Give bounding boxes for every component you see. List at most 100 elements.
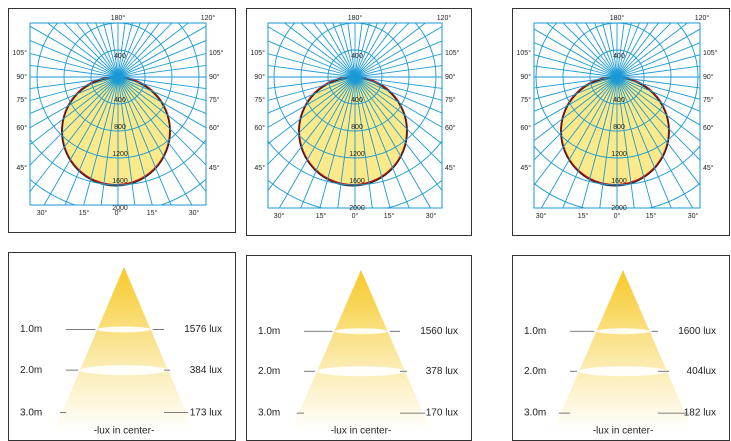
grid-ray xyxy=(30,76,119,114)
angle-label: 15° xyxy=(79,209,90,217)
grid-ray xyxy=(117,23,150,78)
grid-ray xyxy=(117,76,206,193)
grid-ray xyxy=(616,54,700,78)
grid-ray xyxy=(616,23,672,78)
angle-label: 45° xyxy=(520,164,531,172)
radial-label: 1200 xyxy=(112,151,128,158)
grid-ray xyxy=(83,76,119,205)
polar-diagram: 180° 120° 105° 105° 90° 90° 75° 75° 60° 60° 45° 45°… xyxy=(512,8,730,236)
light-ring xyxy=(97,326,151,333)
grid-ray xyxy=(616,76,694,208)
radial-label: 400 xyxy=(351,53,363,60)
grid-ray xyxy=(30,64,119,78)
grid-ray xyxy=(354,23,410,78)
panel-border xyxy=(8,8,236,233)
lux-label: 378 lux xyxy=(426,366,458,377)
radial-label: 400 xyxy=(114,53,126,60)
angle-label: 105° xyxy=(209,49,224,57)
angle-label: 75° xyxy=(254,96,265,104)
light-ring xyxy=(79,365,169,376)
angle-label: 75° xyxy=(520,96,531,104)
angle-label: 120° xyxy=(437,14,452,22)
grid-ray xyxy=(354,23,427,78)
cone xyxy=(553,270,693,431)
grid-ray xyxy=(616,76,700,126)
grid-ray xyxy=(534,76,618,112)
angle-label: 105° xyxy=(251,49,266,57)
radial-label: 1600 xyxy=(611,178,627,185)
grid-ray xyxy=(268,76,356,101)
radial-label: 1600 xyxy=(112,178,128,185)
angle-label: 90° xyxy=(445,73,456,81)
light-ring xyxy=(578,366,668,377)
grid-ray xyxy=(117,23,161,78)
grid-ray xyxy=(30,25,119,78)
distance-label: 1.0m xyxy=(20,324,42,335)
grid-ray xyxy=(534,42,618,78)
grid-ray xyxy=(616,23,689,78)
angle-label: 60° xyxy=(445,124,456,132)
distance-label: 3.0m xyxy=(524,408,546,419)
grid-ray xyxy=(117,76,206,90)
grid-ray xyxy=(534,76,618,161)
caption: -lux in center- xyxy=(593,426,654,437)
lux-cone: 1.0m 1600 lux 2.0m 404lux 3.0m 182 lux -lux in… xyxy=(512,255,730,441)
grid-ray xyxy=(354,76,391,208)
distance-label: 1.0m xyxy=(524,326,546,337)
lux-label: 170 lux xyxy=(426,408,458,419)
grid-ray xyxy=(609,23,618,78)
radial-label: 400 xyxy=(114,97,126,104)
angle-label: 60° xyxy=(703,124,714,132)
lux-label: 1576 lux xyxy=(184,324,222,335)
grid-ray xyxy=(117,52,206,78)
light-ring xyxy=(334,328,388,335)
angle-label: 45° xyxy=(445,164,456,172)
angle-label: 90° xyxy=(703,73,714,81)
lux-label: 173 lux xyxy=(190,407,222,418)
angle-label: 90° xyxy=(16,73,27,81)
angle-label: 15° xyxy=(316,212,327,220)
grid-ray xyxy=(616,23,632,78)
grid-ray xyxy=(268,40,356,78)
grid-ray xyxy=(616,23,625,78)
grid-ray xyxy=(30,76,119,129)
grid-ray xyxy=(117,76,206,102)
grid-ray xyxy=(103,23,119,78)
radial-label: 400 xyxy=(613,97,625,104)
radial-label: 800 xyxy=(114,124,126,131)
grid-ray xyxy=(30,76,119,193)
angle-label: 180° xyxy=(111,14,126,22)
caption: -lux in center- xyxy=(331,426,392,437)
grid-ray xyxy=(545,23,618,78)
grid-ray xyxy=(117,76,193,205)
grid-ray xyxy=(30,52,119,78)
grid-ray xyxy=(534,54,618,78)
grid-ray xyxy=(268,76,356,89)
angle-label: 180° xyxy=(348,14,363,22)
polar-diagram: 180° 120° 105° 105° 90° 90° 75° 75° 60° 60° 45° 45°… xyxy=(246,8,472,236)
grid-ray xyxy=(616,28,700,78)
grid-ray xyxy=(616,42,700,78)
grid-ray xyxy=(594,23,618,78)
cone xyxy=(291,270,431,431)
grid-ray xyxy=(30,76,119,102)
angle-label: 60° xyxy=(209,124,220,132)
grid xyxy=(268,23,442,208)
distance-label: 3.0m xyxy=(20,407,42,418)
grid-ray xyxy=(347,23,356,78)
grid-ray xyxy=(616,76,700,161)
radial-label: 2000 xyxy=(611,205,627,212)
grid-ray xyxy=(616,23,649,78)
grid-ray xyxy=(283,23,356,78)
angle-label: 75° xyxy=(445,96,456,104)
grid-ray xyxy=(574,23,618,78)
grid-ray xyxy=(300,23,356,78)
angle-label: 75° xyxy=(703,96,714,104)
grid-ray xyxy=(616,23,660,78)
lux-label: 404lux xyxy=(687,366,716,377)
grid-ray xyxy=(30,76,119,166)
angle-label: 105° xyxy=(517,49,532,57)
grid-ray xyxy=(268,26,356,78)
radial-label: 1200 xyxy=(349,151,365,158)
angle-label: 105° xyxy=(445,49,460,57)
